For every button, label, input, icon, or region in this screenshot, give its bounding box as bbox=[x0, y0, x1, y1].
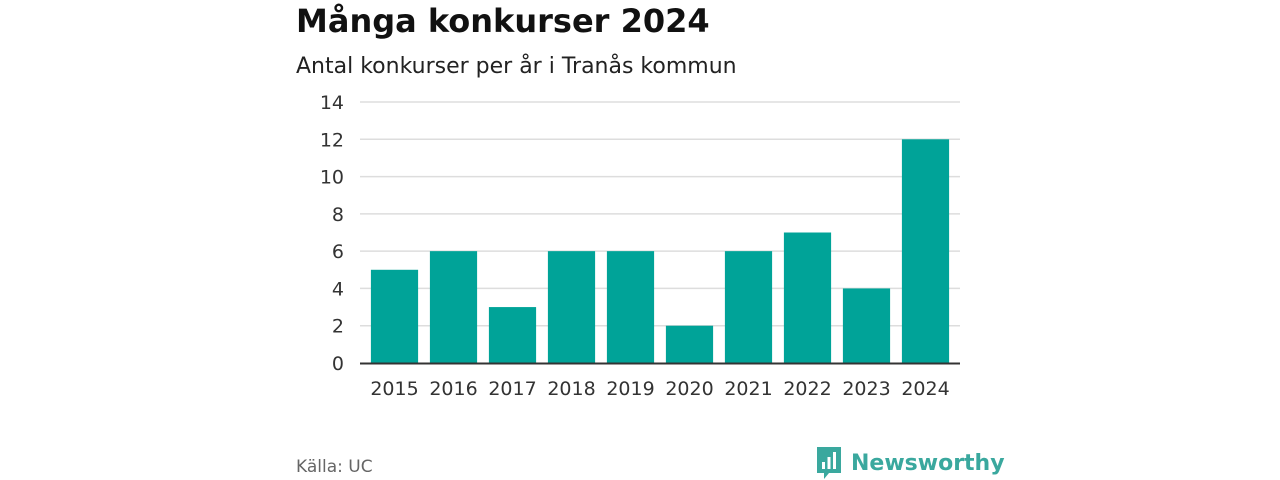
newsworthy-logo-text: Newsworthy bbox=[851, 450, 1005, 476]
x-tick-label: 2022 bbox=[783, 378, 831, 400]
bar-2023 bbox=[842, 288, 891, 363]
bar-2022 bbox=[783, 232, 832, 363]
bar-2020 bbox=[665, 325, 714, 363]
bar-2019 bbox=[606, 251, 655, 363]
newsworthy-logo-icon bbox=[817, 447, 841, 479]
y-tick-label: 2 bbox=[332, 316, 344, 338]
y-tick-label: 4 bbox=[332, 278, 344, 300]
newsworthy-logo[interactable]: Newsworthy bbox=[815, 446, 1005, 480]
bar-2015 bbox=[370, 269, 419, 363]
x-tick-label: 2020 bbox=[665, 378, 713, 400]
y-tick-label: 10 bbox=[320, 167, 344, 189]
chart-title: Många konkurser 2024 bbox=[296, 2, 710, 40]
y-tick-label: 0 bbox=[332, 353, 344, 375]
x-tick-label: 2019 bbox=[606, 378, 654, 400]
x-tick-label: 2016 bbox=[429, 378, 477, 400]
x-tick-label: 2018 bbox=[547, 378, 595, 400]
bar-2024 bbox=[901, 139, 950, 363]
bar-2018 bbox=[547, 251, 596, 363]
bar-2021 bbox=[724, 251, 773, 363]
source-note: Källa: UC bbox=[296, 457, 373, 477]
x-tick-label: 2021 bbox=[724, 378, 772, 400]
bar-2016 bbox=[429, 251, 478, 363]
y-tick-labels: 0 2 4 6 8 10 12 14 bbox=[320, 92, 344, 375]
x-tick-label: 2017 bbox=[488, 378, 536, 400]
y-tick-label: 12 bbox=[320, 129, 344, 151]
x-tick-label: 2024 bbox=[901, 378, 949, 400]
bar-chart: 0 2 4 6 8 10 12 14 2015 2016 2017 2018 2019 2020 2021… bbox=[320, 92, 960, 400]
y-tick-label: 14 bbox=[320, 92, 344, 114]
chart-subtitle: Antal konkurser per år i Tranås kommun bbox=[296, 54, 737, 79]
bars bbox=[370, 139, 950, 363]
y-tick-label: 6 bbox=[332, 241, 344, 263]
bar-2017 bbox=[488, 307, 537, 363]
y-tick-label: 8 bbox=[332, 204, 344, 226]
x-tick-label: 2015 bbox=[370, 378, 418, 400]
x-tick-labels: 2015 2016 2017 2018 2019 2020 2021 2022 2023 2024 bbox=[370, 378, 949, 400]
x-tick-label: 2023 bbox=[842, 378, 890, 400]
